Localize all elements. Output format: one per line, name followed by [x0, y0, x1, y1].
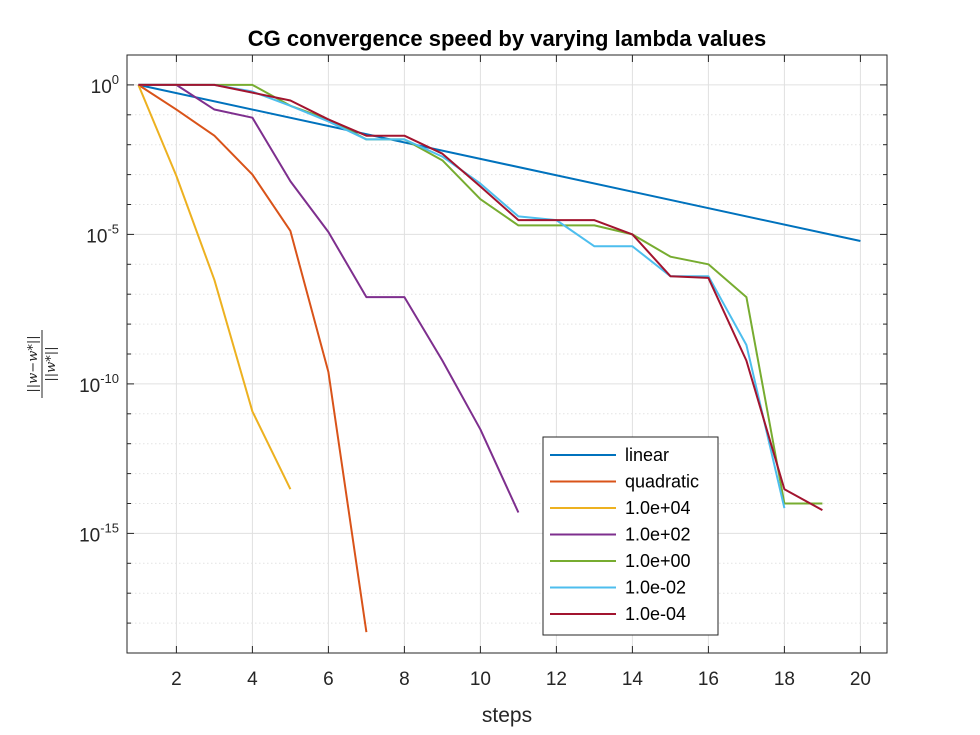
- y-tick-label-base: 10: [79, 525, 100, 546]
- y-tick-label-base: 10: [91, 77, 112, 98]
- tick-marks: [127, 54, 887, 654]
- legend-label: linear: [625, 445, 669, 465]
- x-tick-label: 4: [247, 669, 258, 690]
- x-tick-label: 6: [323, 669, 334, 690]
- major-grid: [127, 55, 887, 653]
- x-tick-label: 10: [470, 669, 491, 690]
- chart-title: CG convergence speed by varying lambda v…: [248, 26, 766, 51]
- x-tick-label: 16: [698, 669, 719, 690]
- y-tick-label-exponent: -10: [100, 371, 119, 386]
- x-tick-label: 20: [850, 669, 871, 690]
- series-line-1.0e-04: [138, 83, 823, 512]
- legend-items: linear quadratic 1.0e+04 1.0e+02 1.0e+00 1.0e…: [550, 445, 699, 624]
- minor-grid: [127, 54, 887, 654]
- series-line-linear: [138, 83, 861, 243]
- y-axis-label-denominator: ||w*||: [44, 346, 59, 381]
- legend-box: [542, 436, 719, 636]
- y-tick-label-exponent: 0: [112, 72, 119, 87]
- y-axis-label: ||w−w*|| ||w*||: [26, 330, 59, 398]
- legend: linear quadratic 1.0e+04 1.0e+02 1.0e+00 1.0e…: [542, 436, 719, 636]
- x-axis-label: steps: [482, 704, 532, 727]
- legend-label: 1.0e+00: [625, 551, 691, 571]
- legend-label: 1.0e-04: [625, 604, 686, 624]
- series-line-1.0e+04: [137, 84, 292, 490]
- x-tick-label: 18: [774, 669, 795, 690]
- legend-label: 1.0e+02: [625, 525, 691, 545]
- x-tick-labels: 2 4 6 8 10 12 14 16 18 20: [171, 669, 871, 690]
- legend-label: quadratic: [625, 472, 699, 492]
- y-tick-label-exponent: -5: [107, 221, 119, 236]
- series-line-1.0e+00: [138, 83, 823, 505]
- x-tick-label: 8: [399, 669, 410, 690]
- x-tick-label: 14: [622, 669, 644, 690]
- legend-label: 1.0e+04: [625, 498, 691, 518]
- series-line-quadratic: [137, 84, 368, 633]
- plot-area: [126, 54, 888, 654]
- series-line-1.0e+02: [138, 83, 520, 513]
- series-lines: [137, 83, 861, 633]
- legend-label: 1.0e-02: [625, 578, 686, 598]
- x-tick-label: 2: [171, 669, 182, 690]
- y-tick-label: 100: [91, 72, 119, 98]
- y-axis-label-numerator: ||w−w*||: [26, 335, 41, 392]
- y-tick-label-exponent: -15: [100, 520, 119, 535]
- y-tick-label: 10-5: [86, 221, 119, 247]
- y-tick-label-base: 10: [86, 226, 107, 247]
- x-tick-label: 12: [546, 669, 567, 690]
- y-tick-label: 10-10: [79, 371, 119, 397]
- y-tick-label-base: 10: [79, 376, 100, 397]
- y-tick-label: 10-15: [79, 520, 119, 546]
